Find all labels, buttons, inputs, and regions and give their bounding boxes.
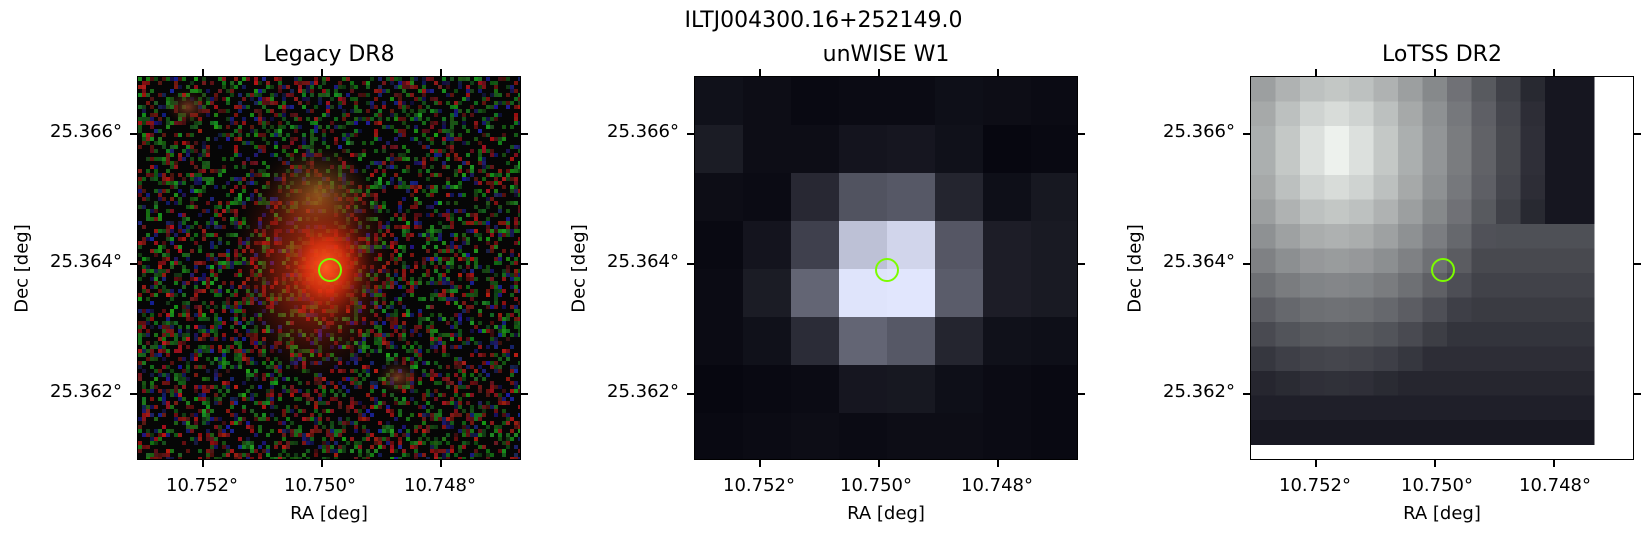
x-tick <box>440 460 442 467</box>
y-axis-title: Dec [deg] <box>568 224 590 313</box>
x-tick-label: 10.752° <box>723 475 795 496</box>
y-tick <box>687 263 694 265</box>
y-tick <box>130 263 137 265</box>
y-tick-label: 25.364° <box>1163 251 1235 272</box>
legacy-image <box>137 76 521 460</box>
x-tick <box>759 460 761 467</box>
y-tick <box>521 133 528 135</box>
y-tick <box>687 133 694 135</box>
x-tick-label: 10.752° <box>166 475 238 496</box>
x-axis-title: RA [deg] <box>1403 503 1481 524</box>
y-tick <box>521 263 528 265</box>
y-tick-label: 25.366° <box>607 121 679 142</box>
y-tick <box>1078 393 1085 395</box>
y-tick <box>1634 263 1641 265</box>
x-tick <box>1315 460 1317 467</box>
y-tick <box>1078 263 1085 265</box>
y-tick <box>1634 393 1641 395</box>
y-axis-title: Dec [deg] <box>11 224 33 313</box>
lotss-image-pixels <box>1251 77 1595 445</box>
unwise-image-pixels <box>695 77 1077 459</box>
source-marker-circle <box>318 258 342 282</box>
panel-title: unWISE W1 <box>822 42 950 67</box>
x-tick <box>202 69 204 76</box>
y-tick <box>687 393 694 395</box>
legacy-image-pixels <box>138 77 520 459</box>
x-tick <box>759 69 761 76</box>
x-axis-title: RA [deg] <box>290 503 368 524</box>
y-tick <box>1243 133 1250 135</box>
x-tick-label: 10.750° <box>284 475 356 496</box>
x-tick <box>202 460 204 467</box>
source-marker-circle <box>875 258 899 282</box>
x-tick <box>440 69 442 76</box>
y-tick <box>1634 133 1641 135</box>
x-tick-label: 10.748° <box>1519 475 1591 496</box>
source-marker-circle <box>1431 258 1455 282</box>
x-tick <box>1553 69 1555 76</box>
y-tick-label: 25.362° <box>607 381 679 402</box>
y-tick <box>1243 393 1250 395</box>
lotss-image <box>1250 76 1634 460</box>
unwise-image <box>694 76 1078 460</box>
x-tick <box>1434 460 1436 467</box>
x-tick <box>1315 69 1317 76</box>
x-tick <box>321 69 323 76</box>
y-tick-label: 25.366° <box>1163 121 1235 142</box>
x-axis-title: RA [deg] <box>847 503 925 524</box>
x-tick <box>997 460 999 467</box>
panel-title: Legacy DR8 <box>263 42 395 67</box>
y-tick <box>130 133 137 135</box>
y-tick-label: 25.366° <box>50 121 122 142</box>
x-tick-label: 10.750° <box>840 475 912 496</box>
figure-title: ILTJ004300.16+252149.0 <box>684 8 963 33</box>
x-tick-label: 10.750° <box>1401 475 1473 496</box>
x-tick-label: 10.752° <box>1279 475 1351 496</box>
panel-title: LoTSS DR2 <box>1382 42 1502 67</box>
x-tick <box>1553 460 1555 467</box>
y-tick <box>1078 133 1085 135</box>
x-tick <box>878 69 880 76</box>
x-tick <box>1434 69 1436 76</box>
x-tick-label: 10.748° <box>404 475 476 496</box>
y-tick-label: 25.362° <box>50 381 122 402</box>
y-tick-label: 25.362° <box>1163 381 1235 402</box>
y-axis-title: Dec [deg] <box>1124 224 1146 313</box>
y-tick <box>130 393 137 395</box>
x-tick <box>321 460 323 467</box>
x-tick-label: 10.748° <box>961 475 1033 496</box>
y-tick-label: 25.364° <box>50 251 122 272</box>
x-tick <box>997 69 999 76</box>
x-tick <box>878 460 880 467</box>
y-tick <box>1243 263 1250 265</box>
y-tick <box>521 393 528 395</box>
y-tick-label: 25.364° <box>607 251 679 272</box>
